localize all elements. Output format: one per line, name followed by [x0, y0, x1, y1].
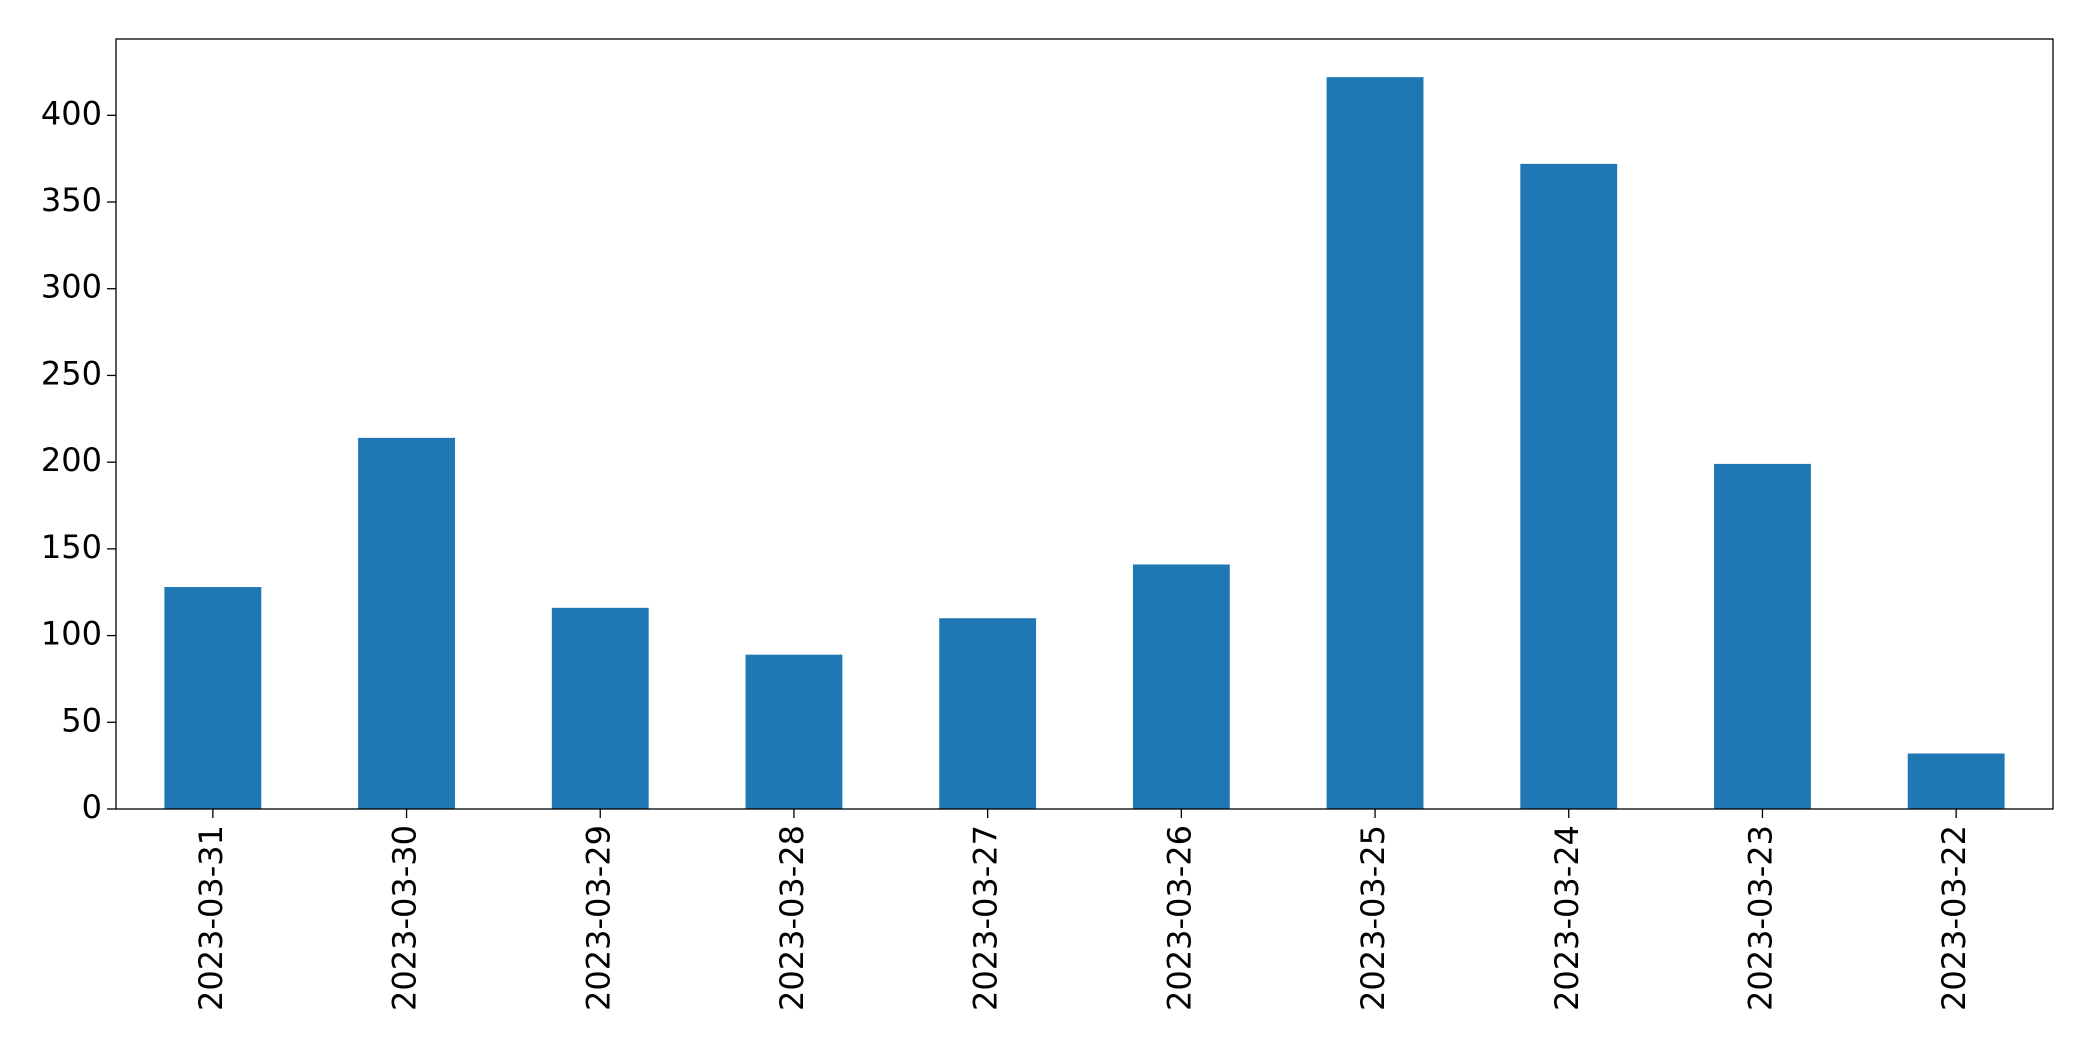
y-tick-label: 200	[41, 441, 102, 479]
x-tick-label: 2023-03-29	[579, 825, 617, 1011]
x-tick-label: 2023-03-26	[1160, 825, 1198, 1011]
x-tick-label: 2023-03-27	[967, 825, 1005, 1011]
x-tick-label: 2023-03-24	[1548, 825, 1586, 1011]
x-tick-label: 2023-03-22	[1935, 825, 1973, 1011]
bar	[1907, 753, 2005, 809]
bar	[1520, 163, 1618, 809]
x-tick-label: 2023-03-28	[773, 825, 811, 1011]
y-tick-label: 0	[82, 788, 102, 826]
y-tick-label: 100	[41, 615, 102, 653]
bar	[1714, 463, 1811, 809]
plot-frame	[115, 38, 2054, 810]
bar	[745, 654, 843, 809]
bar	[1326, 77, 1424, 810]
y-tick-label: 250	[41, 354, 102, 392]
x-tick-label: 2023-03-23	[1741, 825, 1779, 1011]
bar	[939, 618, 1037, 809]
bar	[164, 587, 262, 809]
y-tick-label: 300	[41, 268, 102, 306]
x-tick-label: 2023-03-30	[386, 825, 424, 1011]
bar	[551, 607, 649, 809]
x-tick-label: 2023-03-25	[1354, 825, 1392, 1011]
y-tick-label: 400	[41, 94, 102, 132]
bar	[1132, 564, 1230, 809]
y-tick-label: 50	[61, 701, 102, 739]
y-tick-label: 150	[41, 528, 102, 566]
x-tick-label: 2023-03-31	[192, 825, 230, 1011]
y-tick-label: 350	[41, 181, 102, 219]
bar	[358, 437, 455, 809]
